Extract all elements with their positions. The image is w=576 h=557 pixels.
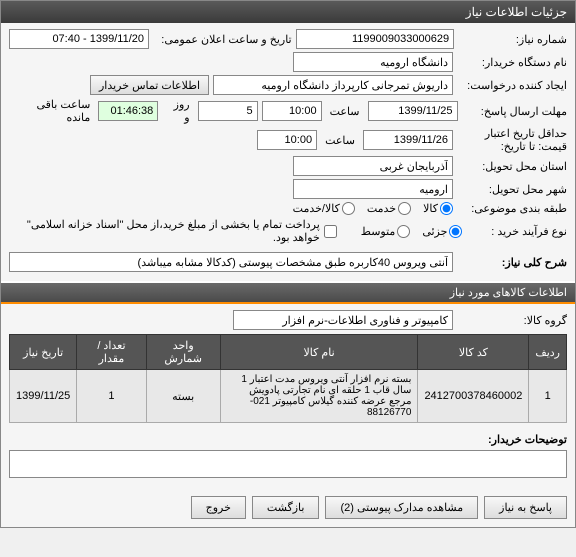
pay-note-checkbox[interactable]: پرداخت تمام یا بخشی از مبلغ خرید،از محل … — [9, 218, 337, 244]
remaining-time-input[interactable] — [98, 101, 158, 121]
deadline-date-input[interactable] — [368, 101, 458, 121]
time-label-1: ساعت — [326, 105, 364, 118]
buyer-notes-label: توضیحات خریدار: — [457, 433, 567, 446]
process-label: نوع فرآیند خرید : — [466, 225, 567, 238]
kind-radio-group: کالا خدمت کالا/خدمت — [293, 202, 453, 215]
goods-group-input[interactable] — [233, 310, 453, 330]
province-label: استان محل تحویل: — [457, 160, 567, 173]
remaining-days-input[interactable] — [198, 101, 258, 121]
window: جزئیات اطلاعات نیاز شماره نیاز: تاریخ و … — [0, 0, 576, 528]
titlebar: جزئیات اطلاعات نیاز — [1, 1, 575, 23]
form-content: شماره نیاز: تاریخ و ساعت اعلان عمومی: نا… — [1, 23, 575, 281]
radio-medium[interactable]: متوسط — [361, 225, 411, 238]
radio-kala[interactable]: کالا — [423, 202, 453, 215]
th-code: کد کالا — [418, 335, 529, 370]
min-valid-time-input[interactable] — [257, 130, 317, 150]
creator-input[interactable] — [213, 75, 453, 95]
need-no-label: شماره نیاز: — [458, 33, 567, 46]
th-name: نام کالا — [220, 335, 418, 370]
buyer-org-input[interactable] — [293, 52, 453, 72]
contact-info-button[interactable]: اطلاعات تماس خریدار — [90, 75, 209, 95]
buyer-notes-box[interactable] — [9, 450, 567, 478]
city-label: شهر محل تحویل: — [457, 183, 567, 196]
reply-button[interactable]: پاسخ به نیاز — [484, 496, 567, 519]
pay-note-text: پرداخت تمام یا بخشی از مبلغ خرید،از محل … — [9, 218, 320, 244]
th-date: تاریخ نیاز — [10, 335, 77, 370]
cell-code: 2412700378460002 — [418, 370, 529, 423]
radio-small[interactable]: جزئی — [422, 225, 462, 238]
time-label-2: ساعت — [321, 134, 359, 147]
table-header-row: ردیف کد کالا نام کالا واحد شمارش تعداد /… — [10, 335, 567, 370]
goods-table: ردیف کد کالا نام کالا واحد شمارش تعداد /… — [9, 334, 567, 423]
cell-date: 1399/11/25 — [10, 370, 77, 423]
goods-section-header: اطلاعات کالاهای مورد نیاز — [1, 283, 575, 304]
cell-name: بسته نرم افزار آنتی ویروس مدت اعتبار 1 س… — [220, 370, 418, 423]
desc-input[interactable] — [9, 252, 453, 272]
radio-khadmat[interactable]: خدمت — [367, 202, 411, 215]
back-button[interactable]: بازگشت — [252, 496, 320, 519]
announce-input[interactable] — [9, 29, 149, 49]
need-no-input[interactable] — [296, 29, 454, 49]
deadline-time-input[interactable] — [262, 101, 322, 121]
desc-label: شرح کلی نیاز: — [457, 256, 567, 269]
th-unit: واحد شمارش — [146, 335, 220, 370]
min-valid-label: حداقل تاریخ اعتبار قیمت: تا تاریخ: — [457, 127, 567, 153]
buyer-org-label: نام دستگاه خریدار: — [457, 56, 567, 69]
goods-content: گروه کالا: ردیف کد کالا نام کالا واحد شم… — [1, 304, 575, 488]
deadline-label: مهلت ارسال پاسخ: — [462, 105, 567, 118]
table-row[interactable]: 1 2412700378460002 بسته نرم افزار آنتی و… — [10, 370, 567, 423]
province-input[interactable] — [293, 156, 453, 176]
footer-buttons: پاسخ به نیاز مشاهده مدارک پیوستی (2) باز… — [1, 488, 575, 527]
remaining-label: ساعت باقی مانده — [9, 98, 94, 124]
announce-label: تاریخ و ساعت اعلان عمومی: — [153, 33, 292, 46]
min-valid-date-input[interactable] — [363, 130, 453, 150]
day-label: روز و — [162, 98, 193, 124]
cell-unit: بسته — [146, 370, 220, 423]
city-input[interactable] — [293, 179, 453, 199]
group-kind-label: طبقه بندی موضوعی: — [457, 202, 567, 215]
radio-kala-khadmat[interactable]: کالا/خدمت — [293, 202, 355, 215]
process-radio-group: جزئی متوسط — [361, 225, 463, 238]
creator-label: ایجاد کننده درخواست: — [457, 79, 567, 92]
attachments-button[interactable]: مشاهده مدارک پیوستی (2) — [325, 496, 478, 519]
exit-button[interactable]: خروج — [191, 496, 246, 519]
cell-qty: 1 — [77, 370, 146, 423]
th-idx: ردیف — [529, 335, 567, 370]
goods-group-label: گروه کالا: — [457, 314, 567, 327]
th-qty: تعداد / مقدار — [77, 335, 146, 370]
cell-idx: 1 — [529, 370, 567, 423]
